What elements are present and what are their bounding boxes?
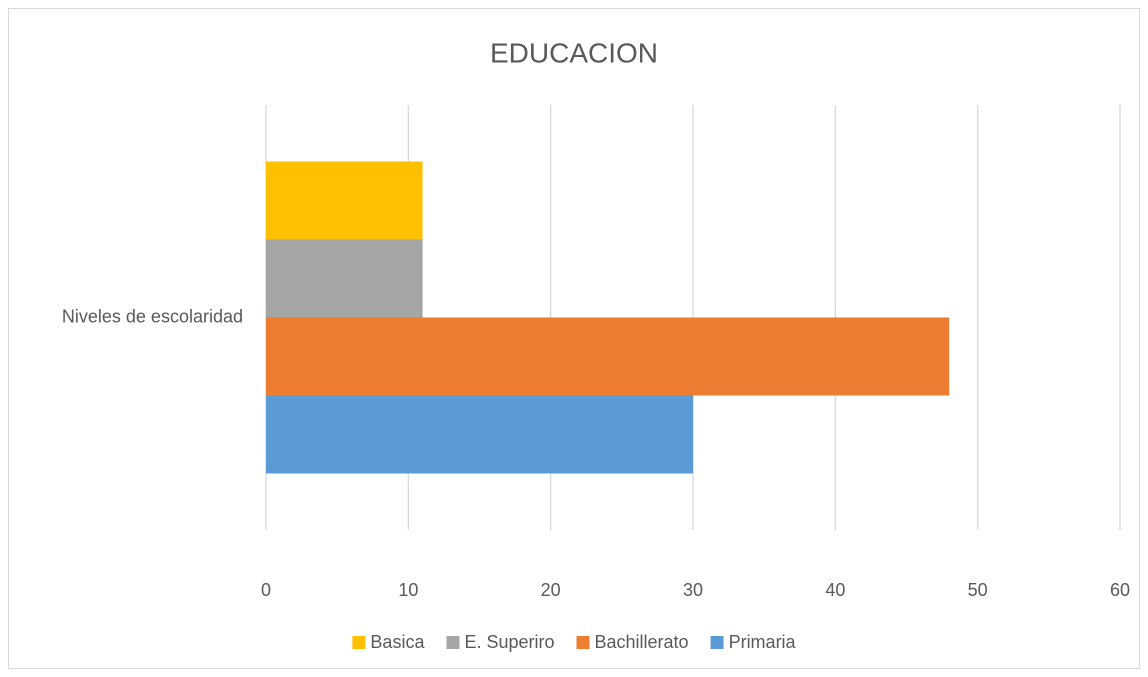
x-tick-label: 10 <box>398 580 418 600</box>
x-tick-label: 30 <box>683 580 703 600</box>
x-tick-label: 0 <box>261 580 271 600</box>
chart-title: EDUCACION <box>490 37 658 68</box>
y-tick-label: Niveles de escolaridad <box>62 306 243 326</box>
legend-swatch <box>446 636 460 649</box>
legend-label: Bachillerato <box>595 632 689 652</box>
bar <box>266 161 423 240</box>
x-tick-label: 50 <box>968 580 988 600</box>
x-tick-label: 20 <box>541 580 561 600</box>
x-tick-label: 60 <box>1110 580 1130 600</box>
legend-swatch <box>710 636 724 649</box>
x-tick-label: 40 <box>825 580 845 600</box>
bar <box>266 239 423 318</box>
legend-label: E. Superiro <box>464 632 554 652</box>
legend-label: Primaria <box>729 632 797 652</box>
bar <box>266 395 693 474</box>
legend-swatch <box>576 636 590 649</box>
bar <box>266 317 950 396</box>
legend-swatch <box>352 636 366 649</box>
legend-label: Basica <box>370 632 425 652</box>
